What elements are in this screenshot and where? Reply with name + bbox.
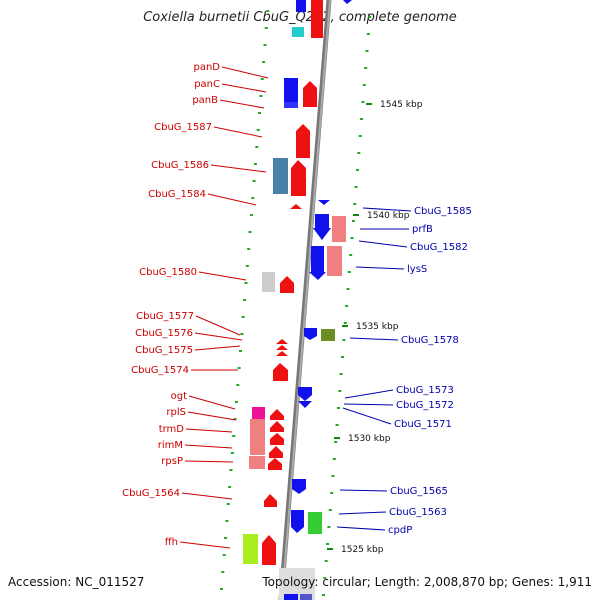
feature-rpsP: [268, 458, 282, 470]
feature-trmD: [250, 419, 265, 455]
gene-label-left: ffh: [165, 537, 178, 548]
feature-cbug1564: [264, 494, 277, 507]
feature-cbug1580: [262, 272, 275, 292]
gene-label-right: CbuG_1571: [394, 419, 452, 430]
gene-label-left: rimM: [158, 440, 183, 451]
gene-label-right: CbuG_1573: [396, 385, 454, 396]
gene-label-right: CbuG_1563: [389, 507, 447, 518]
gene-label-right: CbuG_1582: [410, 242, 468, 253]
feature-cbug1574: [273, 363, 288, 381]
gene-label-right: CbuG_1565: [390, 486, 448, 497]
feature-cbug1578: [304, 328, 317, 340]
feature-rplS: [270, 409, 284, 420]
accession-text: Accession: NC_011527: [8, 575, 145, 589]
feature-ogt: [252, 407, 265, 419]
gene-label-left: CbuG_1574: [131, 365, 189, 376]
feature-top-arrow: [343, 0, 352, 4]
gene-label-left: rplS: [166, 407, 186, 418]
gene-label-left: CbuG_1580: [139, 267, 197, 278]
feature-cpdP: [308, 512, 322, 534]
gene-label-right: CbuG_1585: [414, 206, 472, 217]
feature-top-1: [296, 0, 306, 12]
gene-label-left: CbuG_1586: [151, 160, 209, 171]
gene-label-right: cpdP: [388, 525, 412, 536]
feature-cbug1584: [290, 204, 302, 209]
feature-cbug1577: [276, 339, 288, 344]
feature-panD: [303, 81, 317, 88]
feature-cbug1585: [318, 200, 330, 205]
feature-cbug1587: [296, 124, 310, 158]
gene-label-left: CbuG_1576: [135, 328, 193, 339]
kbp-mark: 1545 kbp: [380, 100, 423, 110]
gene-label-right: CbuG_1578: [401, 335, 459, 346]
kbp-mark: 1540 kbp: [367, 211, 410, 221]
gene-label-left: CbuG_1587: [154, 122, 212, 133]
topology-text: Topology: circular; Length: 2,008,870 bp…: [262, 575, 592, 589]
gene-label-left: rpsP: [161, 456, 183, 467]
feature-ffh: [243, 534, 258, 564]
kbp-mark: 1535 kbp: [356, 322, 399, 332]
feature-cbug1573: [298, 387, 312, 395]
gene-label-left: ogt: [171, 391, 187, 402]
feature-cbug1565: [292, 479, 306, 494]
gene-label-left: CbuG_1575: [135, 345, 193, 356]
feature-panC: [284, 78, 298, 103]
feature-prfB: [315, 214, 329, 228]
kbp-mark: 1525 kbp: [341, 545, 384, 555]
gene-label-left: panC: [194, 79, 220, 90]
gene-label-left: trmD: [159, 424, 185, 435]
kbp-mark: 1530 kbp: [348, 434, 391, 444]
feature-cbug1586: [273, 158, 288, 194]
gene-label-right: prfB: [412, 224, 433, 235]
feature-lysS: [311, 246, 324, 272]
gene-label-left: panB: [192, 95, 218, 106]
gene-label-left: panD: [193, 62, 220, 73]
gene-label-left: CbuG_1577: [136, 311, 194, 322]
gene-label-right: CbuG_1572: [396, 400, 454, 411]
feature-top-2: [292, 27, 304, 37]
map-title: Coxiella burnetii CbuG_Q212, complete ge…: [143, 10, 457, 25]
feature-top-3: [311, 0, 323, 38]
gene-label-right: lysS: [407, 264, 427, 275]
gene-label-left: CbuG_1584: [148, 189, 206, 200]
gene-label-left: CbuG_1564: [122, 488, 180, 499]
feature-cbug1563: [291, 510, 304, 533]
